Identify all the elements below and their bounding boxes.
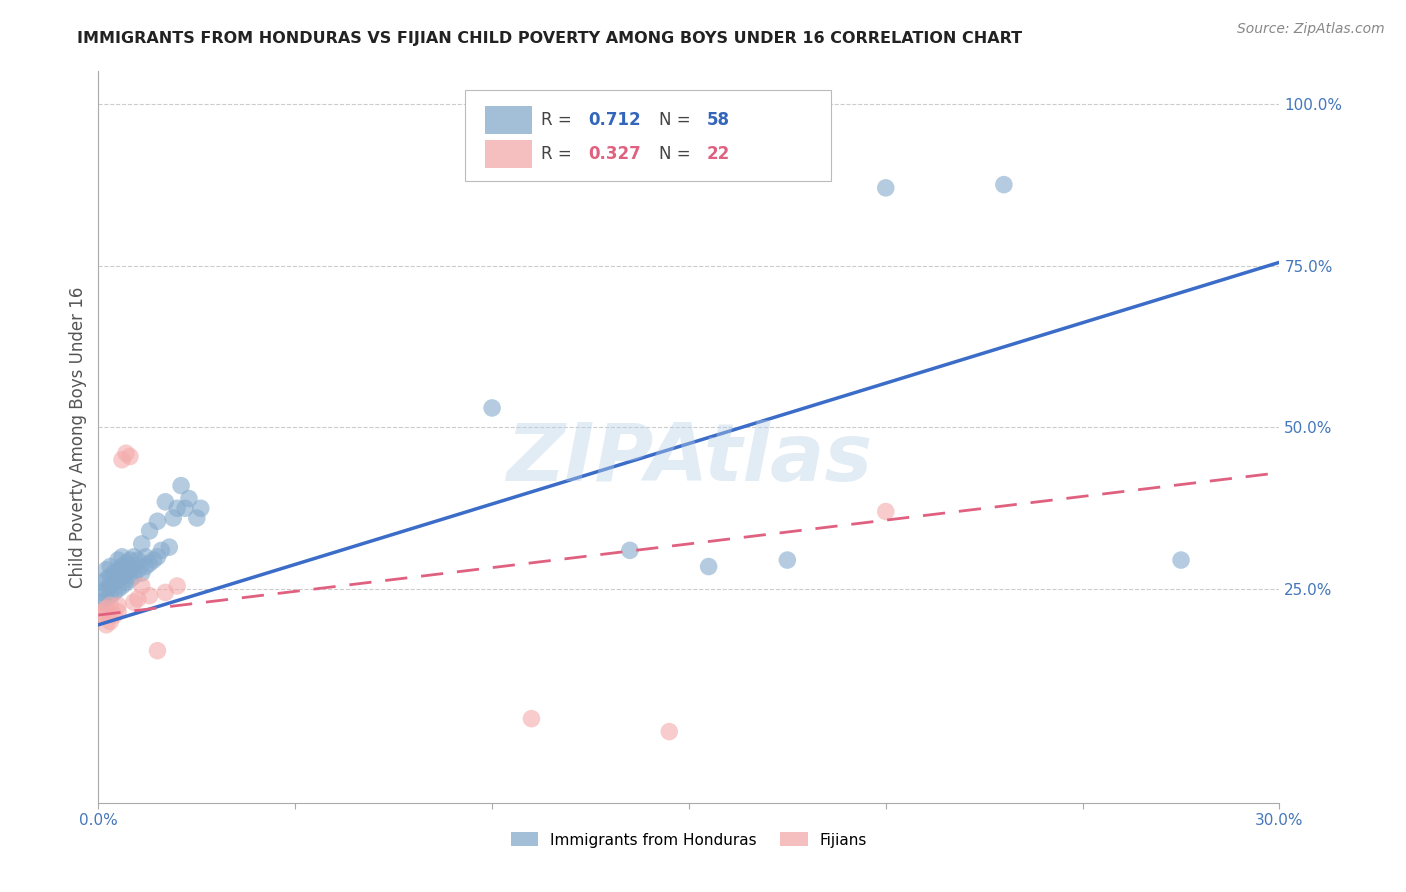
Text: N =: N = <box>659 145 696 163</box>
Legend: Immigrants from Honduras, Fijians: Immigrants from Honduras, Fijians <box>505 826 873 854</box>
Point <box>138 557 160 571</box>
Point <box>135 549 157 564</box>
Point <box>520 712 543 726</box>
Point <box>131 579 153 593</box>
Point <box>174 501 197 516</box>
Point <box>1170 553 1192 567</box>
Point <box>103 608 125 623</box>
Point <box>107 573 129 587</box>
Point <box>122 549 145 564</box>
Point <box>98 599 121 613</box>
Point <box>91 595 114 609</box>
Point <box>177 491 200 506</box>
Point <box>186 511 208 525</box>
Point <box>138 589 160 603</box>
Point <box>127 553 149 567</box>
Point <box>619 543 641 558</box>
Point <box>96 617 118 632</box>
Point <box>155 495 177 509</box>
Point <box>481 401 503 415</box>
Point <box>875 181 897 195</box>
Text: IMMIGRANTS FROM HONDURAS VS FIJIAN CHILD POVERTY AMONG BOYS UNDER 16 CORRELATION: IMMIGRANTS FROM HONDURAS VS FIJIAN CHILD… <box>77 31 1022 46</box>
Text: 0.712: 0.712 <box>589 111 641 128</box>
Point <box>131 566 153 580</box>
FancyBboxPatch shape <box>464 90 831 181</box>
Point <box>111 579 134 593</box>
Point <box>111 452 134 467</box>
Text: R =: R = <box>541 145 578 163</box>
Point <box>96 591 118 606</box>
Text: Source: ZipAtlas.com: Source: ZipAtlas.com <box>1237 22 1385 37</box>
Point <box>107 605 129 619</box>
Point <box>118 450 141 464</box>
Point <box>146 549 169 564</box>
Point <box>146 514 169 528</box>
Point <box>107 553 129 567</box>
Text: 58: 58 <box>707 111 730 128</box>
Point <box>111 559 134 574</box>
Point <box>96 563 118 577</box>
Point <box>98 615 121 629</box>
Point <box>115 446 138 460</box>
Y-axis label: Child Poverty Among Boys Under 16: Child Poverty Among Boys Under 16 <box>69 286 87 588</box>
Point <box>111 569 134 583</box>
Point <box>103 566 125 580</box>
Point <box>131 537 153 551</box>
Point <box>127 591 149 606</box>
Point <box>138 524 160 538</box>
Point <box>150 543 173 558</box>
Point <box>190 501 212 516</box>
Point <box>993 178 1015 192</box>
Point <box>142 553 165 567</box>
Point <box>118 573 141 587</box>
Point <box>146 643 169 657</box>
Point <box>122 559 145 574</box>
Point <box>875 504 897 518</box>
Point <box>103 585 125 599</box>
Bar <box>485 106 531 134</box>
Bar <box>485 140 531 168</box>
Point <box>166 579 188 593</box>
Text: N =: N = <box>659 111 696 128</box>
Text: R =: R = <box>541 111 578 128</box>
Point <box>111 549 134 564</box>
Point <box>157 540 180 554</box>
Point <box>107 563 129 577</box>
Point <box>91 605 114 619</box>
Point <box>115 557 138 571</box>
Point <box>155 585 177 599</box>
Point <box>118 563 141 577</box>
Point <box>115 566 138 580</box>
Point <box>697 559 720 574</box>
Point <box>96 601 118 615</box>
Point <box>122 595 145 609</box>
Point <box>107 599 129 613</box>
Point <box>107 582 129 597</box>
Point <box>96 582 118 597</box>
Text: ZIPAtlas: ZIPAtlas <box>506 420 872 498</box>
Point <box>91 608 114 623</box>
Point <box>115 575 138 590</box>
Text: 0.327: 0.327 <box>589 145 641 163</box>
Point <box>122 569 145 583</box>
Point <box>98 569 121 583</box>
Point <box>658 724 681 739</box>
Point <box>98 559 121 574</box>
Text: 22: 22 <box>707 145 730 163</box>
Point <box>96 573 118 587</box>
Point <box>118 553 141 567</box>
Point <box>91 585 114 599</box>
Point <box>170 478 193 492</box>
Point <box>162 511 184 525</box>
Point <box>166 501 188 516</box>
Point <box>103 575 125 590</box>
Point <box>776 553 799 567</box>
Point <box>91 575 114 590</box>
Point <box>98 579 121 593</box>
Point <box>127 563 149 577</box>
Point <box>135 559 157 574</box>
Point <box>98 589 121 603</box>
